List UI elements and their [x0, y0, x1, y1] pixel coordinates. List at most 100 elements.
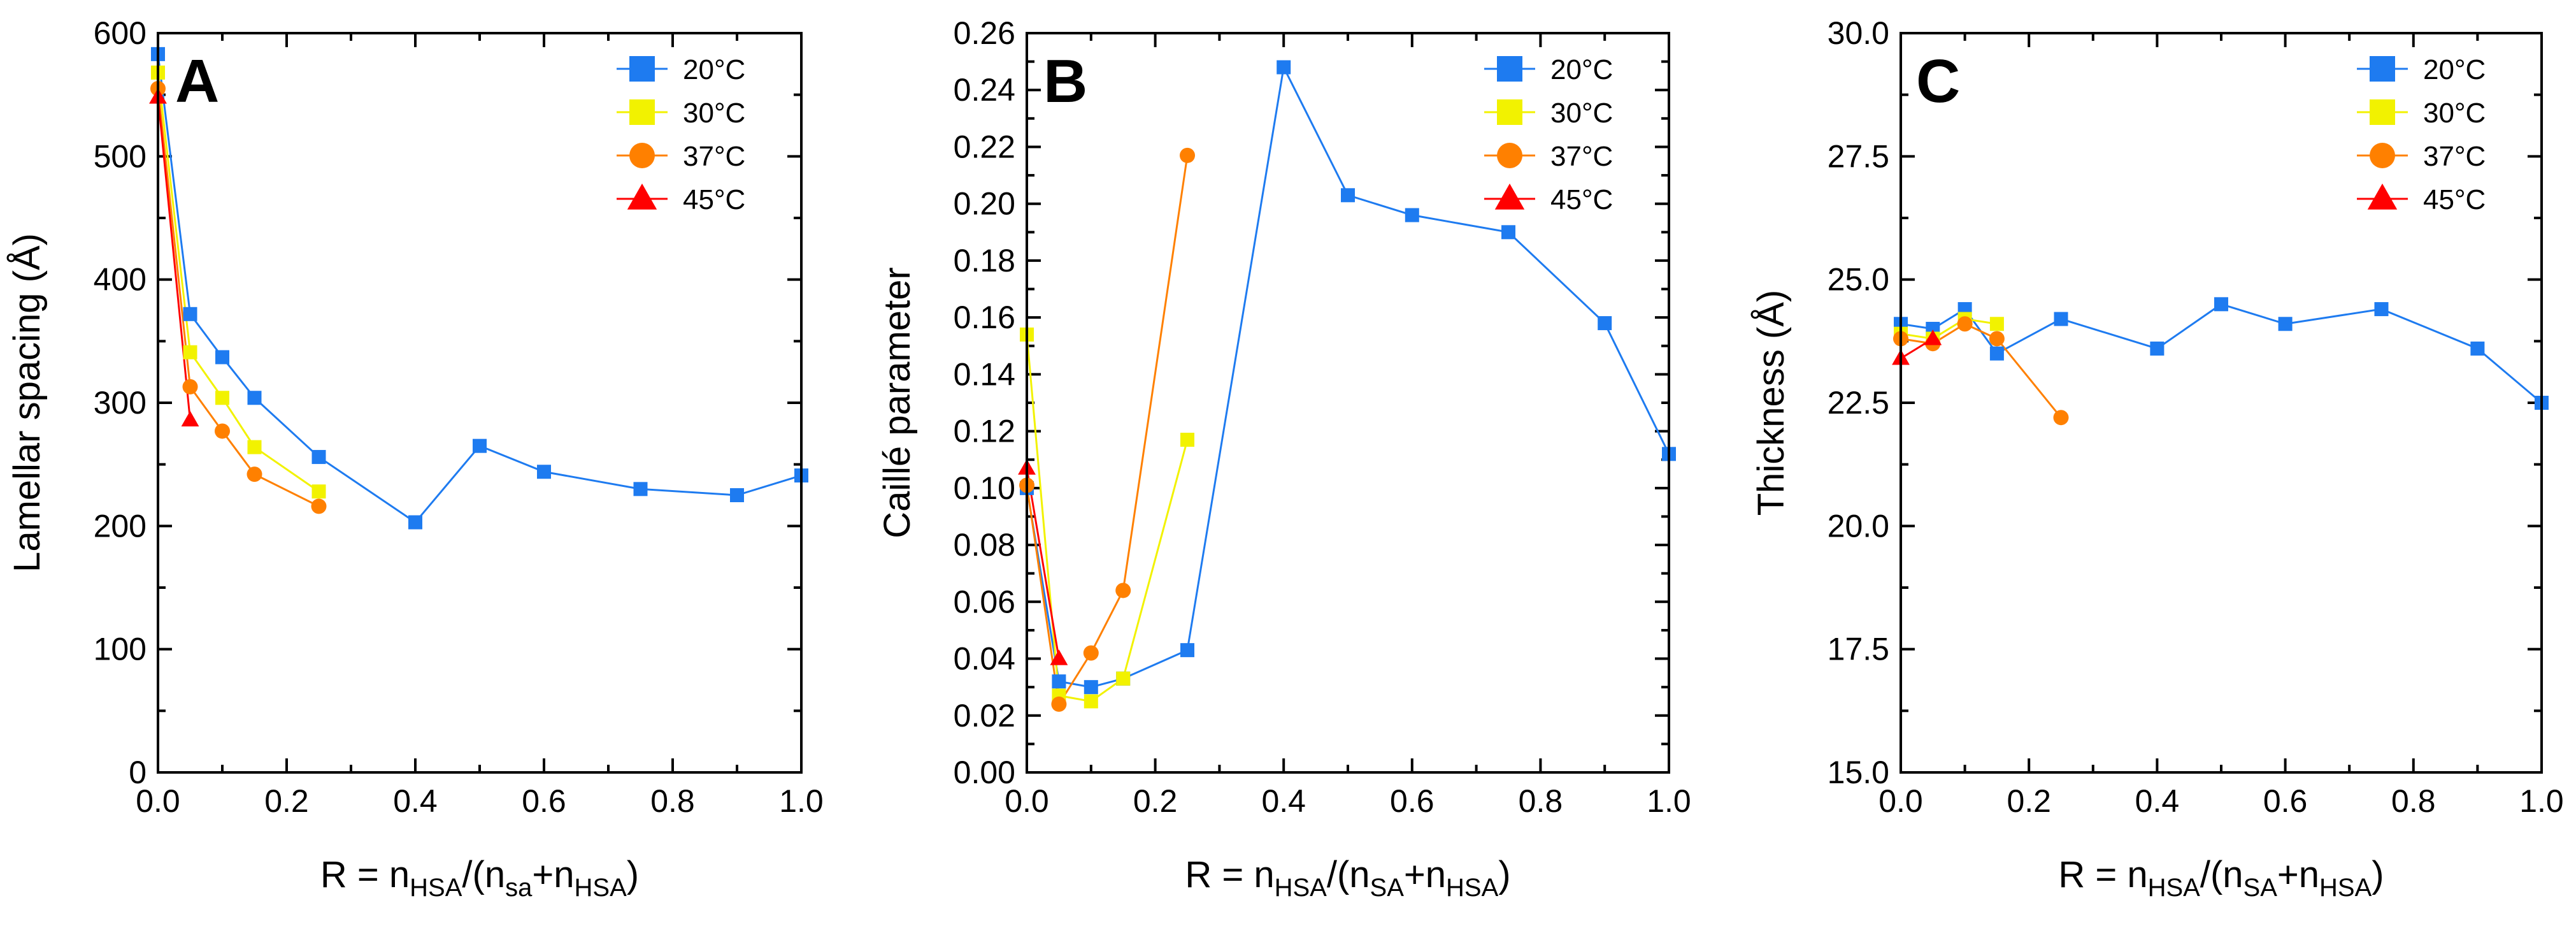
x-tick-label: 0.4 — [2135, 783, 2180, 819]
data-point-20 — [215, 350, 229, 365]
panel-letter: A — [175, 47, 219, 115]
legend-item: 37°C — [617, 141, 745, 172]
y-tick-label: 0.26 — [954, 15, 1015, 51]
data-point-30 — [183, 345, 197, 359]
panel-c: 15.0 17.5 20.0 22.5 25.0 27.5 30.0 0.0 0.2 0.4 0.6… — [1750, 15, 2564, 902]
data-point-20 — [1277, 60, 1291, 75]
y-tick-label: 30.0 — [1828, 15, 1889, 51]
y-tick-label: 100 — [94, 632, 147, 667]
y-tick-label: 0.10 — [954, 470, 1015, 506]
legend-label: 20°C — [683, 54, 745, 85]
x-tick-label: 1.0 — [1647, 783, 1691, 819]
x-tick-label: 0.8 — [1519, 783, 1563, 819]
plot-area — [1018, 60, 1676, 712]
series-line-37 — [157, 88, 320, 507]
y-tick-label: 0.20 — [954, 186, 1015, 222]
legend-item: 20°C — [1484, 54, 1613, 85]
data-point-20 — [633, 482, 648, 496]
data-point-20 — [311, 450, 326, 465]
legend-marker — [2370, 99, 2395, 125]
y-tick-label: 17.5 — [1828, 632, 1889, 667]
data-point-37 — [1957, 316, 1973, 332]
plot-area — [1892, 297, 2549, 426]
data-point-20 — [2470, 341, 2485, 356]
y-tick-label: 0.24 — [954, 72, 1015, 108]
series-line-45 — [157, 97, 191, 421]
x-tick-label: 0.4 — [1261, 783, 1306, 819]
legend-label: 37°C — [683, 141, 745, 172]
y-tick-label: 500 — [94, 138, 147, 174]
y-tick-label: 22.5 — [1828, 385, 1889, 421]
legend-marker — [1494, 184, 1525, 210]
data-point-45 — [1924, 329, 1942, 345]
legend-label: 30°C — [1550, 98, 1613, 129]
data-point-30 — [247, 440, 262, 454]
legend: 20°C 30°C 37°C 45°C — [2357, 54, 2486, 215]
x-axis-label: R = nHSA/(nSA+nHSA) — [1185, 854, 1510, 902]
legend-label: 45°C — [1550, 184, 1613, 215]
legend-item: 20°C — [617, 54, 745, 85]
legend-label: 20°C — [2423, 54, 2486, 85]
x-axis-label: R = nHSA/(nsa+nHSA) — [320, 854, 639, 902]
data-point-37 — [1051, 696, 1067, 712]
legend-label: 30°C — [2423, 98, 2486, 129]
data-point-20 — [730, 488, 744, 502]
legend-marker — [2367, 184, 2398, 210]
y-tick-label: 400 — [94, 262, 147, 298]
y-tick-label: 300 — [94, 385, 147, 421]
x-tick-label: 0.0 — [1005, 783, 1049, 819]
legend-label: 30°C — [683, 98, 745, 129]
legend-item: 37°C — [1484, 141, 1613, 172]
series-line-30 — [1900, 317, 1998, 340]
y-tick-label: 15.0 — [1828, 755, 1889, 790]
legend-marker — [627, 184, 657, 210]
data-point-20 — [2374, 302, 2389, 317]
y-tick-label: 0.22 — [954, 129, 1015, 164]
data-point-37 — [2053, 410, 2069, 426]
data-point-30 — [1116, 671, 1131, 686]
x-tick-label: 1.0 — [779, 783, 824, 819]
data-point-20 — [473, 438, 487, 453]
data-point-20 — [1052, 674, 1066, 689]
data-point-20 — [2054, 312, 2068, 326]
data-point-20 — [1405, 208, 1419, 222]
legend: 20°C 30°C 37°C 45°C — [1484, 54, 1613, 215]
x-tick-label: 0.6 — [522, 783, 566, 819]
legend-marker — [629, 56, 655, 82]
y-tick-label: 0 — [129, 755, 147, 790]
data-point-20 — [2150, 341, 2165, 356]
data-point-37 — [311, 498, 327, 514]
legend: 20°C 30°C 37°C 45°C — [617, 54, 745, 215]
legend-item: 30°C — [2357, 98, 2486, 129]
legend-label: 45°C — [2423, 184, 2486, 215]
data-point-20 — [247, 391, 262, 405]
x-tick-label: 0.4 — [393, 783, 438, 819]
legend-marker — [2370, 143, 2395, 168]
legend-item: 30°C — [617, 98, 745, 129]
y-tick-label: 0.02 — [954, 698, 1015, 734]
x-tick-label: 0.2 — [264, 783, 309, 819]
legend-marker — [629, 143, 655, 168]
data-point-45 — [1050, 649, 1068, 665]
legend-item: 45°C — [1484, 184, 1613, 215]
data-point-20 — [1598, 316, 1612, 331]
plot-frame — [1026, 32, 1670, 774]
data-point-30 — [1180, 433, 1194, 447]
data-point-20 — [537, 465, 551, 479]
data-point-20 — [183, 307, 197, 321]
data-point-20 — [1341, 188, 1355, 203]
data-point-45 — [181, 410, 199, 427]
data-point-20 — [1084, 680, 1098, 695]
data-point-20 — [408, 515, 422, 530]
series-line-30 — [157, 72, 320, 493]
data-point-20 — [2214, 297, 2228, 312]
data-point-20 — [1180, 643, 1194, 658]
data-point-30 — [1989, 317, 2004, 331]
y-tick-label: 20.0 — [1828, 508, 1889, 544]
y-tick-label: 0.04 — [954, 641, 1015, 677]
data-point-37 — [1083, 645, 1099, 661]
data-point-20 — [2278, 317, 2293, 331]
y-axis-label: Thickness (Å) — [1750, 290, 1792, 516]
x-tick-label: 1.0 — [2519, 783, 2564, 819]
series-line-45 — [1026, 468, 1060, 659]
